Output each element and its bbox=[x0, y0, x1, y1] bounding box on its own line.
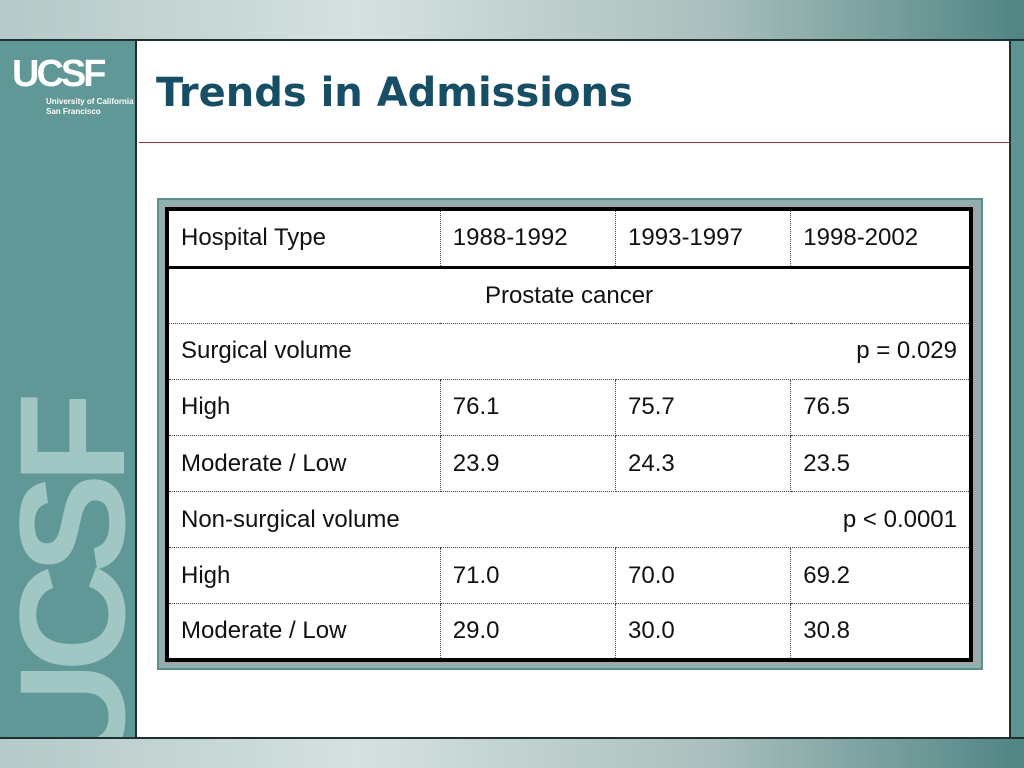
table-cell: 76.1 bbox=[439, 378, 617, 436]
table-row: High 71.0 70.0 69.2 bbox=[166, 547, 972, 605]
table-cell: 70.0 bbox=[615, 547, 792, 605]
bottom-banner bbox=[0, 737, 1024, 768]
sidebar: UCSF University of California San Franci… bbox=[0, 41, 137, 737]
table-cell: 71.0 bbox=[439, 547, 617, 605]
row-label: High bbox=[166, 547, 441, 605]
group-cell: Non-surgical volume p < 0.0001 bbox=[166, 491, 972, 549]
row-label: Moderate / Low bbox=[166, 434, 441, 493]
top-banner bbox=[0, 0, 1024, 41]
section-label: Prostate cancer bbox=[166, 266, 972, 324]
table-cell: 24.3 bbox=[615, 434, 792, 493]
ucsf-logo: UCSF University of California San Franci… bbox=[12, 53, 135, 117]
logo-line-1: University of California bbox=[46, 97, 134, 106]
table-cell: 23.9 bbox=[439, 434, 617, 493]
table-cell: 23.5 bbox=[790, 434, 972, 493]
table-row: Moderate / Low 23.9 24.3 23.5 bbox=[166, 434, 972, 493]
section-row: Prostate cancer bbox=[166, 266, 972, 324]
header-hospital-type: Hospital Type bbox=[166, 208, 441, 269]
header-period-3: 1998-2002 bbox=[790, 208, 972, 269]
group-row: Non-surgical volume p < 0.0001 bbox=[166, 491, 972, 549]
row-label: Moderate / Low bbox=[166, 603, 441, 661]
table-cell: 30.0 bbox=[615, 603, 792, 661]
table-row: Moderate / Low 29.0 30.0 30.8 bbox=[166, 603, 972, 661]
admissions-table: Hospital Type 1988-1992 1993-1997 1998-2… bbox=[165, 207, 973, 662]
table-cell: 75.7 bbox=[615, 378, 792, 436]
table-cell: 30.8 bbox=[790, 603, 972, 661]
table-cell: 29.0 bbox=[439, 603, 617, 661]
header-period-2: 1993-1997 bbox=[615, 208, 792, 269]
slide-title: Trends in Admissions bbox=[156, 70, 633, 116]
title-divider bbox=[139, 142, 1009, 143]
table-row: High 76.1 75.7 76.5 bbox=[166, 378, 972, 436]
table-header-row: Hospital Type 1988-1992 1993-1997 1998-2… bbox=[166, 208, 972, 269]
p-value: p = 0.029 bbox=[856, 337, 957, 365]
p-value: p < 0.0001 bbox=[842, 505, 957, 533]
ucsf-watermark: UCSF bbox=[0, 401, 137, 737]
table-cell: 69.2 bbox=[790, 547, 972, 605]
right-accent-strip bbox=[1009, 41, 1024, 737]
group-label: Surgical volume bbox=[181, 337, 352, 365]
header-period-1: 1988-1992 bbox=[439, 208, 617, 269]
group-cell: Surgical volume p = 0.029 bbox=[166, 322, 972, 380]
group-label: Non-surgical volume bbox=[181, 505, 400, 533]
table-cell: 76.5 bbox=[790, 378, 972, 436]
logo-mark: UCSF bbox=[12, 53, 106, 95]
group-row: Surgical volume p = 0.029 bbox=[166, 322, 972, 380]
row-label: High bbox=[166, 378, 441, 436]
logo-line-2: San Francisco bbox=[46, 107, 101, 116]
